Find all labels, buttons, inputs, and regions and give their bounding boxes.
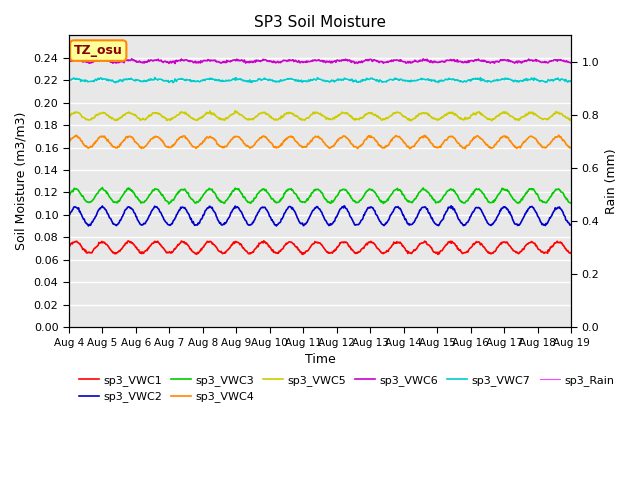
sp3_VWC6 xyxy=(382,59,390,65)
Y-axis label: Rain (mm): Rain (mm) xyxy=(605,148,618,214)
sp3_VWC3 xyxy=(127,187,134,193)
sp3_VWC6 xyxy=(205,57,212,63)
sp3_VWC6 xyxy=(178,57,186,63)
sp3_VWC7 xyxy=(151,74,159,80)
sp3_VWC5 xyxy=(204,110,211,116)
sp3_VWC2 xyxy=(177,205,185,211)
sp3_VWC5 xyxy=(231,108,239,114)
sp3_VWC1 xyxy=(568,251,575,256)
sp3_VWC4 xyxy=(204,134,211,140)
sp3_VWC5 xyxy=(396,110,404,116)
sp3_Rain xyxy=(204,324,211,330)
sp3_VWC7 xyxy=(382,79,390,85)
sp3_VWC3 xyxy=(397,189,404,194)
sp3_VWC1 xyxy=(382,249,390,255)
sp3_VWC3 xyxy=(178,187,186,192)
X-axis label: Time: Time xyxy=(305,353,335,366)
sp3_VWC5 xyxy=(568,116,575,122)
Line: sp3_VWC2: sp3_VWC2 xyxy=(69,206,572,226)
sp3_VWC1 xyxy=(65,243,73,249)
sp3_VWC7 xyxy=(74,76,82,82)
sp3_VWC7 xyxy=(178,76,186,82)
sp3_VWC5 xyxy=(381,116,389,122)
sp3_VWC2 xyxy=(84,223,92,229)
Line: sp3_VWC7: sp3_VWC7 xyxy=(69,77,572,83)
sp3_VWC4 xyxy=(65,140,73,145)
Y-axis label: Soil Moisture (m3/m3): Soil Moisture (m3/m3) xyxy=(15,112,28,251)
sp3_VWC7 xyxy=(127,77,134,83)
sp3_VWC2 xyxy=(65,214,73,219)
sp3_VWC1 xyxy=(298,252,306,257)
sp3_Rain xyxy=(74,324,82,330)
sp3_VWC4 xyxy=(396,133,403,139)
sp3_Rain xyxy=(126,324,134,330)
sp3_VWC7 xyxy=(397,76,404,82)
sp3_VWC4 xyxy=(568,145,575,151)
sp3_VWC3 xyxy=(74,187,82,192)
sp3_VWC1 xyxy=(397,240,404,246)
sp3_VWC2 xyxy=(568,221,575,227)
sp3_VWC7 xyxy=(205,76,212,82)
sp3_VWC5 xyxy=(177,110,184,116)
sp3_VWC3 xyxy=(65,193,73,199)
sp3_VWC3 xyxy=(165,201,173,207)
sp3_Rain xyxy=(177,324,184,330)
Text: TZ_osu: TZ_osu xyxy=(74,44,123,57)
sp3_VWC6 xyxy=(126,58,134,63)
Title: SP3 Soil Moisture: SP3 Soil Moisture xyxy=(254,15,386,30)
sp3_VWC5 xyxy=(126,110,134,116)
sp3_VWC5 xyxy=(74,109,82,115)
sp3_VWC3 xyxy=(205,186,212,192)
sp3_VWC7 xyxy=(65,77,73,83)
sp3_VWC4 xyxy=(177,134,184,140)
sp3_VWC1 xyxy=(260,238,268,244)
sp3_VWC4 xyxy=(74,135,82,141)
Line: sp3_VWC3: sp3_VWC3 xyxy=(69,188,572,204)
sp3_VWC2 xyxy=(74,206,82,212)
Line: sp3_VWC5: sp3_VWC5 xyxy=(69,111,572,121)
sp3_VWC4 xyxy=(126,133,134,139)
sp3_VWC3 xyxy=(568,201,575,206)
sp3_VWC7 xyxy=(568,79,575,84)
Legend: sp3_VWC1, sp3_VWC2, sp3_VWC3, sp3_VWC4, sp3_VWC5, sp3_VWC6, sp3_VWC7, sp3_Rain: sp3_VWC1, sp3_VWC2, sp3_VWC3, sp3_VWC4, … xyxy=(74,371,618,407)
sp3_Rain xyxy=(381,324,388,330)
sp3_VWC4 xyxy=(381,145,388,151)
sp3_VWC2 xyxy=(127,205,134,211)
sp3_VWC1 xyxy=(74,240,82,245)
sp3_Rain xyxy=(65,324,73,330)
sp3_VWC6 xyxy=(128,56,136,61)
sp3_VWC2 xyxy=(382,220,390,226)
sp3_VWC5 xyxy=(408,118,415,124)
sp3_VWC6 xyxy=(74,58,82,63)
Line: sp3_VWC6: sp3_VWC6 xyxy=(69,59,572,63)
sp3_VWC4 xyxy=(555,132,563,138)
sp3_VWC6 xyxy=(65,58,73,64)
sp3_VWC2 xyxy=(340,203,348,209)
sp3_VWC2 xyxy=(397,207,404,213)
sp3_VWC6 xyxy=(397,57,404,63)
Line: sp3_VWC4: sp3_VWC4 xyxy=(69,135,572,149)
sp3_VWC3 xyxy=(382,199,390,204)
Line: sp3_VWC1: sp3_VWC1 xyxy=(69,241,572,254)
sp3_VWC3 xyxy=(99,185,106,191)
sp3_VWC1 xyxy=(177,240,184,246)
sp3_VWC6 xyxy=(172,60,179,66)
sp3_Rain xyxy=(396,324,403,330)
sp3_VWC5 xyxy=(65,114,73,120)
sp3_VWC1 xyxy=(126,239,134,245)
sp3_VWC7 xyxy=(112,80,120,85)
sp3_VWC1 xyxy=(204,239,211,244)
sp3_Rain xyxy=(568,324,575,330)
sp3_VWC6 xyxy=(568,60,575,65)
sp3_VWC2 xyxy=(204,205,212,211)
sp3_VWC4 xyxy=(461,146,469,152)
